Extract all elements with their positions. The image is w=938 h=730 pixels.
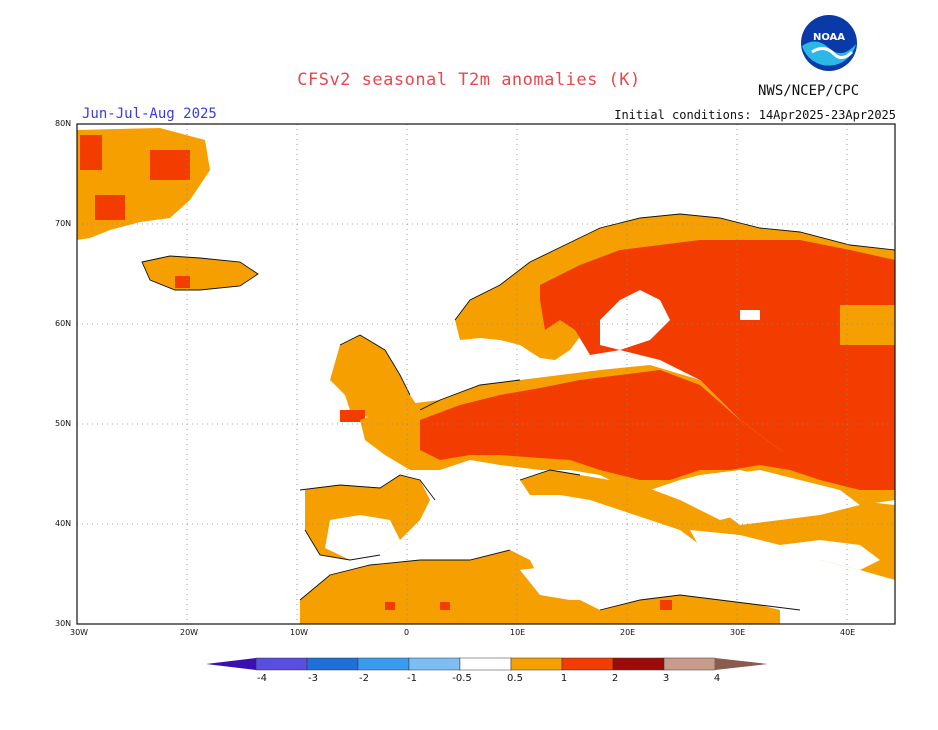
greenland-strong-anomaly (80, 135, 102, 170)
colorbar-label: 4 (713, 673, 721, 684)
colorbar-swatch (357, 657, 410, 671)
lat-label: 30N (55, 619, 72, 628)
colorbar-swatch (510, 657, 563, 671)
lon-label: 40E (840, 628, 856, 637)
iceland-anomaly (142, 256, 258, 290)
noaa-logo: NOAA (801, 15, 857, 71)
colorbar-swatch (612, 657, 665, 671)
colorbar-swatch (663, 657, 716, 671)
lon-label: 20E (620, 628, 636, 637)
colorbar-label: 0.5 (507, 673, 523, 684)
colorbar-swatch (255, 657, 308, 671)
british-isles-anomaly (330, 335, 420, 420)
lat-label: 60N (55, 319, 72, 328)
colorbar-swatch-min (206, 658, 256, 670)
initial-conditions: Initial conditions: 14Apr2025-23Apr2025 (614, 108, 896, 122)
map-title: CFSv2 seasonal T2m anomalies (K) (297, 70, 641, 90)
lat-label: 80N (55, 119, 72, 128)
colorbar-label: -1 (407, 673, 417, 684)
map-frame (76, 123, 896, 625)
lat-label: 50N (55, 419, 72, 428)
colorbar-label: -2 (359, 673, 369, 684)
agency-label: NWS/NCEP/CPC (758, 83, 860, 99)
lat-label: 40N (55, 519, 72, 528)
lon-label: 10E (510, 628, 526, 637)
colorbar-swatch-neutral (459, 657, 512, 671)
colorbar-swatch-max (715, 658, 768, 670)
forecast-period: Jun-Jul-Aug 2025 (82, 106, 217, 122)
svg-text:NOAA: NOAA (813, 32, 845, 43)
colorbar-label: 3 (662, 673, 670, 684)
lon-label: 30E (730, 628, 746, 637)
colorbar-label: -0.5 (452, 673, 472, 684)
lat-label: 70N (55, 219, 72, 228)
colorbar-label: 2 (611, 673, 619, 684)
colorbar-swatch (561, 657, 614, 671)
colorbar-label: -3 (308, 673, 318, 684)
colorbar-label: 1 (560, 673, 568, 684)
colorbar-label: -4 (257, 673, 267, 684)
lon-label: 10W (290, 628, 309, 637)
colorbar-swatch (408, 657, 461, 671)
lon-label: 20W (180, 628, 199, 637)
lon-label: 30W (70, 628, 89, 637)
lon-label: 0 (404, 628, 410, 637)
colorbar-swatch (306, 657, 359, 671)
colorbar (206, 657, 768, 671)
